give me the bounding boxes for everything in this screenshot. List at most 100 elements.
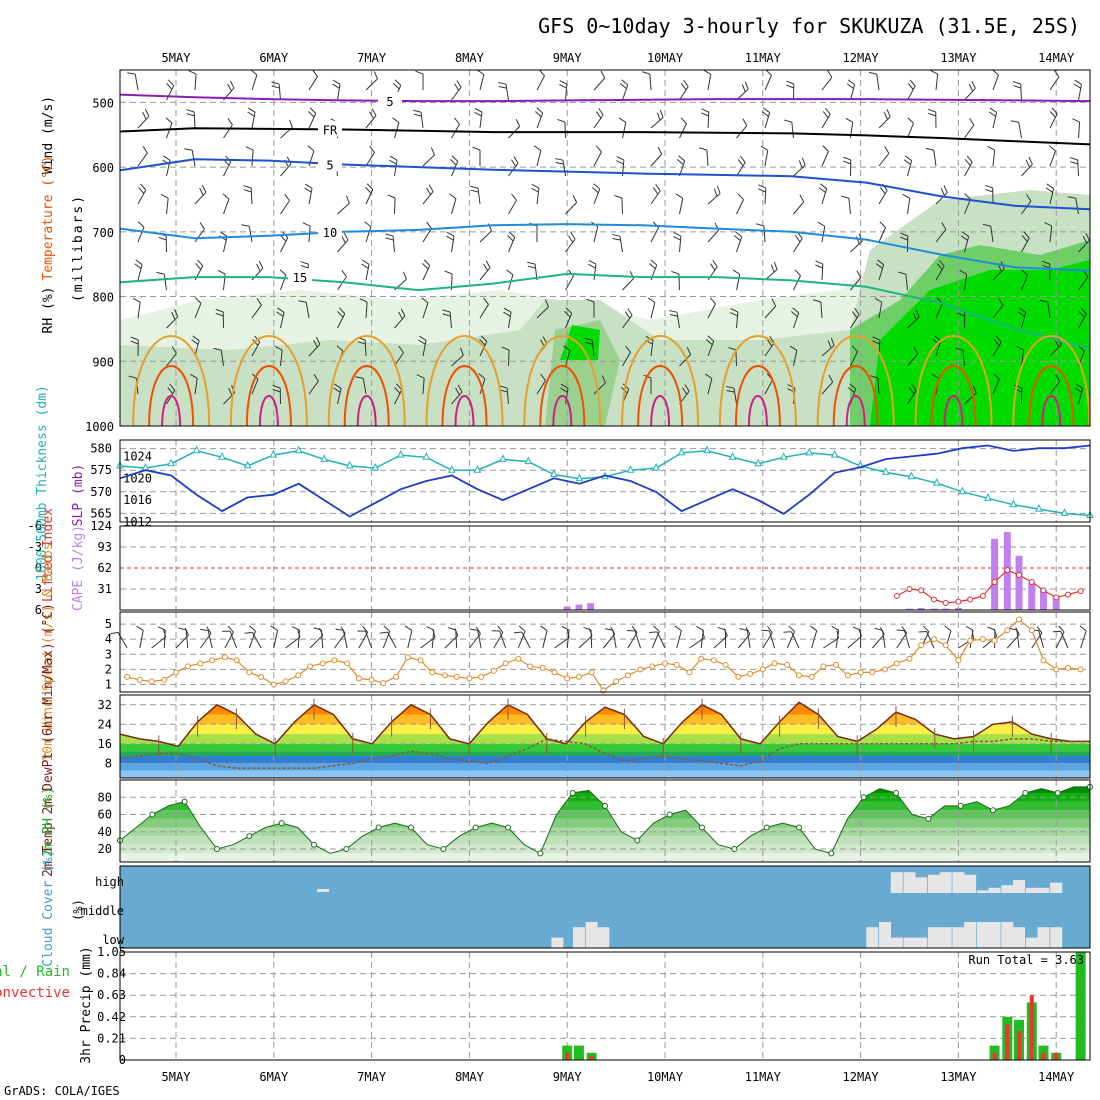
top-date-axis: 5MAY 6MAY 7MAY 8MAY 9MAY 10MAY 11MAY 12MAY 13MAY… (162, 51, 1075, 65)
wind-tick: 5 (105, 617, 112, 631)
thickness-point (396, 449, 405, 458)
slp-line (119, 444, 1091, 518)
precip-convective-bar (1029, 995, 1034, 1060)
wind-barb (992, 305, 1004, 319)
barb-feather (1045, 187, 1053, 193)
rh-point (796, 824, 802, 831)
wind-barb (896, 632, 908, 649)
rh-point (990, 807, 996, 814)
temp-line (119, 701, 1090, 748)
thickness-point (575, 473, 584, 482)
lifted-index-point (955, 598, 962, 605)
wind-barb (185, 630, 189, 649)
wind-barb (251, 378, 259, 395)
barb-feather (535, 111, 542, 118)
barb-feather (477, 69, 485, 75)
barb-feather (682, 387, 688, 395)
barb-feather (1075, 383, 1083, 389)
thickness-point (779, 452, 788, 460)
barb-feather (995, 335, 1002, 343)
barb-feather (192, 335, 200, 341)
wind-speed-point (221, 654, 228, 661)
wind-barb (962, 350, 965, 367)
barb-feather (508, 231, 516, 238)
wind-speed-point (246, 669, 253, 676)
heat-loop-red (539, 365, 586, 427)
wind-barb (591, 340, 595, 357)
wind-barb (700, 630, 704, 649)
wind-speed-point (649, 663, 656, 670)
barb-feather (705, 373, 713, 379)
wind-barb (1016, 630, 1020, 649)
barb-feather (717, 626, 726, 631)
wind-barb (736, 312, 739, 329)
wind-barb (337, 239, 349, 253)
barb-feather (827, 70, 833, 78)
wind-barb (811, 630, 818, 649)
barb-feather (744, 81, 749, 90)
cape-bar (1052, 596, 1060, 610)
wind-barb (137, 152, 148, 167)
barb-feather (184, 627, 189, 636)
wind-barb (964, 161, 973, 177)
barb-feather (1026, 194, 1032, 202)
wind-barb (679, 86, 689, 101)
wind-barb (358, 632, 369, 649)
barb-feather (392, 117, 400, 124)
top-date-label: 14MAY (1038, 51, 1075, 65)
low-cloud-bar (927, 927, 940, 948)
rh-band (120, 853, 1090, 862)
heat-loop-magenta (845, 395, 866, 427)
barb-feather (483, 297, 489, 305)
barb-feather (245, 146, 254, 151)
wind-barb (1078, 122, 1081, 139)
barb-feather (788, 625, 795, 632)
barb-feather (186, 113, 195, 117)
barb-feather (1069, 157, 1078, 161)
low-cloud-bar (866, 927, 879, 948)
high-cloud-bar (927, 874, 940, 893)
barb-feather (982, 223, 991, 227)
wind-barb (479, 112, 483, 129)
wind-barb (1078, 276, 1089, 291)
wind-barb (706, 150, 709, 167)
cape-bar (1015, 555, 1023, 610)
barb-feather (280, 235, 287, 242)
barb-feather (742, 118, 748, 126)
wind-speed-point (1004, 627, 1011, 634)
heat-loop-magenta (552, 395, 573, 427)
high-cloud-bar (964, 874, 977, 893)
wind-speed-point (429, 669, 436, 676)
barb-feather (730, 308, 739, 313)
precip-run-total: Run Total = 3.63 (968, 953, 1084, 967)
thickness-point (524, 456, 533, 465)
heat-loop-red (930, 365, 977, 427)
wind-tick: 4 (105, 632, 112, 646)
barb-feather (1073, 83, 1082, 89)
barb-feather (612, 238, 621, 241)
barb-feather (930, 70, 938, 75)
low-cloud-bar (976, 922, 989, 948)
precip-tick: 0.21 (97, 1031, 126, 1045)
wind-tick: 1 (105, 677, 112, 691)
wind-speed-point (441, 672, 448, 679)
wind-barb (451, 198, 457, 215)
barb-feather (389, 159, 397, 165)
barb-feather (304, 183, 313, 189)
barb-feather (485, 260, 491, 268)
wind-speed-point (930, 636, 937, 643)
wind-barb (679, 198, 684, 215)
wind-barb (422, 378, 425, 395)
barb-feather (680, 83, 687, 91)
barb-feather (961, 231, 969, 237)
wind-barb (1049, 381, 1061, 395)
barb-feather (843, 160, 851, 165)
barb-feather (1083, 270, 1089, 278)
barb-feather (847, 387, 855, 394)
wind-barb (793, 164, 806, 177)
wind-barb (251, 304, 262, 319)
wind-barb (455, 629, 458, 649)
temperature-contour-label: FR (323, 124, 338, 138)
wind-speed-point (515, 655, 522, 662)
barb-feather (457, 384, 463, 393)
